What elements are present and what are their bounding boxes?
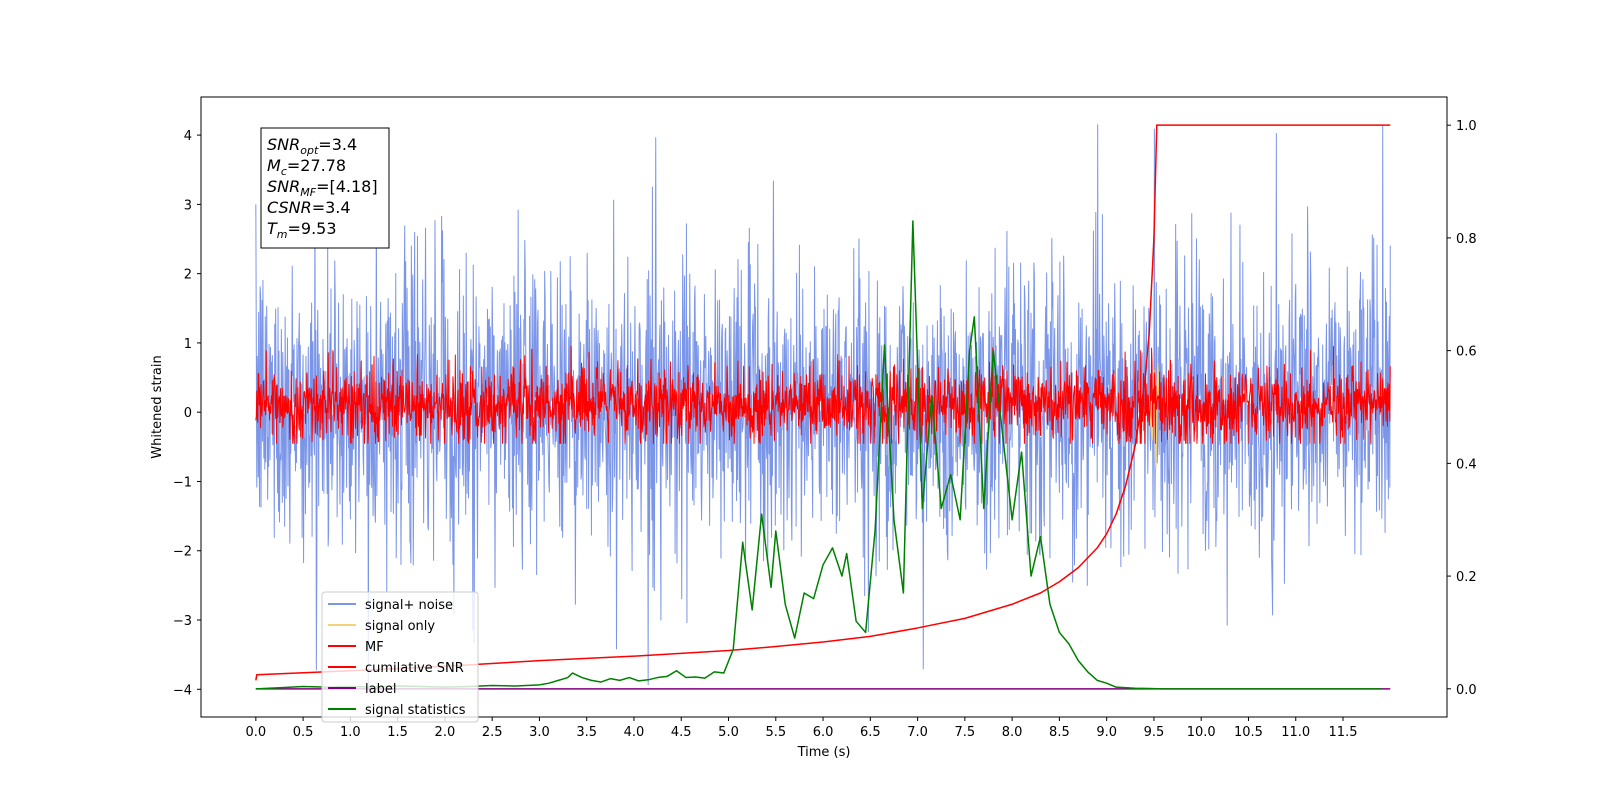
y-axis-label: Whitened strain xyxy=(150,355,165,458)
x-tick-label: 2.5 xyxy=(482,725,503,740)
annotation-line: CSNR=3.4 xyxy=(267,198,351,217)
series-line-cumilative-snr xyxy=(255,124,1391,681)
series-line-mf xyxy=(255,345,1391,444)
x-tick-label: 6.0 xyxy=(813,725,834,740)
x-tick-label: 4.0 xyxy=(624,725,645,740)
x-tick-label: 10.0 xyxy=(1187,725,1216,740)
x-tick-label: 9.0 xyxy=(1096,725,1117,740)
legend-label: cumilative SNR xyxy=(365,661,464,676)
x-tick-label: 9.5 xyxy=(1144,725,1165,740)
x-tick-label: 4.5 xyxy=(671,725,692,740)
y-tick-label: −2 xyxy=(173,545,192,560)
y-tick-label: 1 xyxy=(184,337,192,352)
y-tick-label: 3 xyxy=(184,198,192,213)
y2-tick-label: 0.2 xyxy=(1456,570,1477,585)
y-axis-left: 4 3 2 1 0 −1 −2 −3 −4 xyxy=(173,129,201,698)
x-tick-label: 7.0 xyxy=(907,725,928,740)
annotation-line: Tm=9.53 xyxy=(267,219,337,241)
y2-tick-label: 1.0 xyxy=(1456,119,1477,134)
plot-area xyxy=(255,124,1391,690)
y2-tick-label: 0.4 xyxy=(1456,457,1477,472)
legend-label: MF xyxy=(365,640,384,655)
legend-frame xyxy=(321,591,479,723)
y2-tick-label: 0.6 xyxy=(1456,345,1477,360)
x-tick-label: 3.0 xyxy=(529,725,550,740)
x-tick-label: 11.0 xyxy=(1281,725,1310,740)
x-tick-label: 10.5 xyxy=(1234,725,1263,740)
y-axis-right: 1.0 0.8 0.6 0.4 0.2 0.0 xyxy=(1447,119,1477,698)
legend-label: label xyxy=(365,682,396,697)
y-tick-label: −3 xyxy=(173,614,192,629)
y-tick-label: 0 xyxy=(184,406,192,421)
x-tick-label: 0.5 xyxy=(293,725,314,740)
x-tick-label: 8.5 xyxy=(1049,725,1070,740)
x-axis: 0.0 0.5 1.0 1.5 2.0 2.5 3.0 3.5 4.0 4.5 5.0 5.5 6.0 6… xyxy=(245,717,1357,740)
legend-label: signal only xyxy=(365,619,435,634)
x-tick-label: 8.0 xyxy=(1002,725,1023,740)
x-tick-label: 6.5 xyxy=(860,725,881,740)
annotation-line: SNRopt=3.4 xyxy=(267,135,357,157)
x-tick-label: 11.5 xyxy=(1329,725,1358,740)
x-axis-label: Time (s) xyxy=(797,745,851,760)
legend-label: signal statistics xyxy=(365,703,466,718)
x-tick-label: 2.0 xyxy=(435,725,456,740)
annotation-line: SNRMF=[4.18] xyxy=(267,177,378,199)
y-tick-label: 2 xyxy=(184,268,192,283)
y-tick-label: −1 xyxy=(173,475,192,490)
annotation-frame xyxy=(260,127,390,249)
x-tick-label: 1.0 xyxy=(340,725,361,740)
y-tick-label: 4 xyxy=(184,129,192,144)
x-tick-label: 0.0 xyxy=(245,725,266,740)
x-tick-label: 7.5 xyxy=(955,725,976,740)
x-tick-label: 3.5 xyxy=(576,725,597,740)
y2-tick-label: 0.8 xyxy=(1456,232,1477,247)
x-tick-label: 5.0 xyxy=(718,725,739,740)
annotation-line: Mc=27.78 xyxy=(267,156,346,178)
y2-tick-label: 0.0 xyxy=(1456,683,1477,698)
axes-frame xyxy=(200,96,1448,718)
series-line-signal-statistics xyxy=(255,220,1381,690)
x-tick-label: 1.5 xyxy=(387,725,408,740)
y-tick-label: −4 xyxy=(173,683,192,698)
legend: signal+ noise signal only MF cumilative SNR… xyxy=(321,591,479,723)
legend-label: signal+ noise xyxy=(365,598,453,613)
x-tick-label: 5.5 xyxy=(765,725,786,740)
